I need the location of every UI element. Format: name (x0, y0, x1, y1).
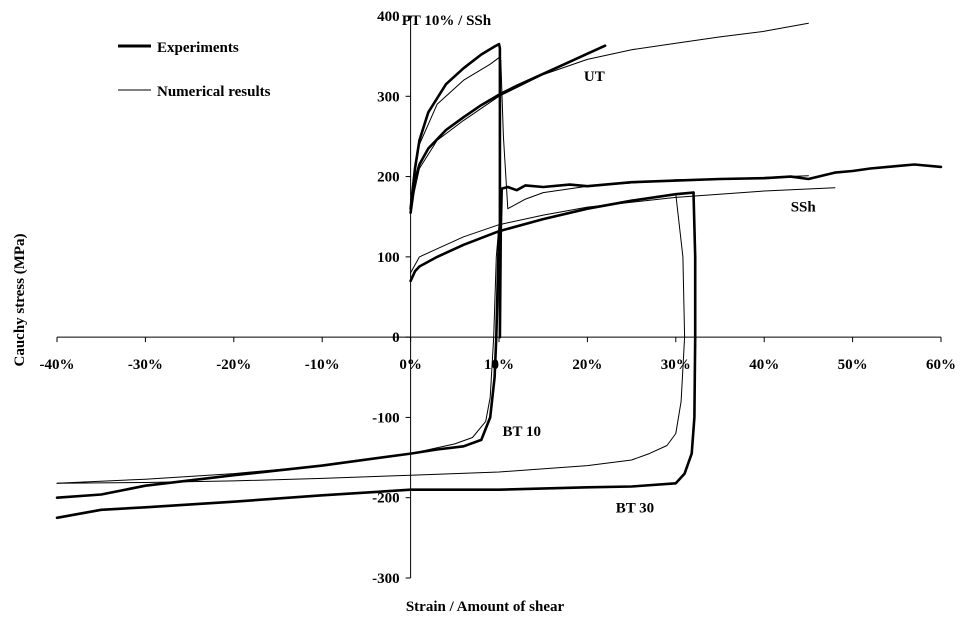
curve-annotation: UT (584, 69, 605, 85)
y-tick-label: 200 (377, 170, 400, 186)
numerical-curve-pt-10-ssh (410, 57, 809, 210)
x-tick-label: 60% (926, 357, 956, 373)
y-tick-label: -200 (372, 491, 400, 507)
x-tick-label: -30% (128, 357, 163, 373)
x-tick-label: 50% (838, 357, 868, 373)
y-tick-label: 400 (377, 9, 400, 25)
x-tick-label: -40% (40, 357, 75, 373)
curve-annotation: PT 10% / SSh (402, 13, 492, 29)
x-tick-label: 10% (484, 357, 514, 373)
y-tick-label: 0 (392, 330, 400, 346)
experiment-curve-bt-10 (55, 229, 501, 499)
curve-annotation: BT 10 (503, 424, 542, 440)
experiment-curve-pt-10-ssh (409, 42, 943, 339)
y-axis-ticks: -300 -200 -100 0 100 200 300 400 (372, 9, 411, 587)
y-tick-label: 300 (377, 89, 400, 105)
legend-label-experiments: Experiments (157, 40, 239, 56)
y-axis-title: Cauchy stress (MPa) (12, 233, 28, 366)
legend: Experiments Numerical results (118, 40, 271, 100)
experiment-curve-ut (409, 44, 607, 214)
legend-label-numerical: Numerical results (157, 84, 271, 100)
x-tick-label: -10% (305, 357, 340, 373)
numerical-curve-ut (410, 22, 809, 210)
y-tick-label: 100 (377, 250, 400, 266)
x-tick-label: 30% (661, 357, 691, 373)
chart-annotations: PT 10% / SSh UT SSh BT 10 BT 30 (402, 13, 817, 516)
y-tick-label: -300 (372, 571, 400, 587)
x-axis-ticks: -40% -30% -20% -10% 0% 10% 20% 30% 40% 50% 60% (40, 337, 956, 373)
x-tick-label: 20% (572, 357, 602, 373)
numerical-curve-bt-30 (56, 193, 686, 484)
x-tick-label: 0% (399, 357, 422, 373)
experiment-curve-bt-30 (55, 191, 697, 520)
numerical-curve-bt-10 (56, 224, 500, 484)
x-tick-label: 40% (749, 357, 779, 373)
curve-annotation: BT 30 (616, 500, 655, 516)
chart-curves (55, 22, 943, 520)
y-tick-label: -100 (372, 410, 400, 426)
numerical-curve-ssh (410, 187, 836, 274)
curve-annotation: SSh (791, 199, 817, 215)
x-tick-label: -20% (216, 357, 251, 373)
experiment-curve-ssh (409, 191, 695, 283)
x-axis-title: Strain / Amount of shear (406, 599, 565, 615)
